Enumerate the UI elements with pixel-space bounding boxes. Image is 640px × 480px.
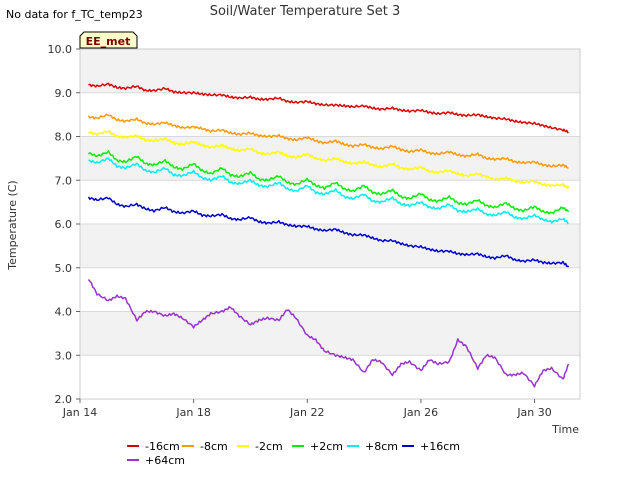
legend-item-label: -16cm bbox=[145, 440, 180, 453]
y-tick-label: 2.0 bbox=[55, 393, 73, 406]
legend: -16cm -8cm -2cm +2cm +8cm +16cm +64cm bbox=[127, 440, 460, 467]
site-tag: EE_met bbox=[79, 31, 138, 49]
series-line-2cm bbox=[88, 130, 570, 189]
plot-band bbox=[80, 224, 580, 268]
x-tick-label: Jan 30 bbox=[516, 406, 551, 419]
x-axis-ticks: Jan 14 Jan 18 Jan 22 Jan 26 Jan 30 bbox=[62, 399, 552, 419]
series-line-16cm bbox=[87, 196, 570, 268]
series-line-64cm bbox=[87, 279, 570, 388]
y-tick-label: 8.0 bbox=[55, 131, 73, 144]
site-tag-box bbox=[79, 31, 138, 49]
series-line-8cm bbox=[87, 113, 569, 169]
y-tick-label: 7.0 bbox=[55, 174, 73, 187]
y-axis-ticks: 2.0 3.0 4.0 5.0 6.0 7.0 8.0 9.0 10.0 bbox=[48, 43, 80, 406]
legend-item-label: -2cm bbox=[255, 440, 283, 453]
plot-background bbox=[80, 49, 580, 356]
series-line-16cm bbox=[88, 82, 569, 134]
y-tick-label: 6.0 bbox=[55, 218, 73, 231]
legend-item-label: +8cm bbox=[365, 440, 398, 453]
no-data-message: No data for f_TC_temp23 bbox=[6, 8, 143, 21]
y-axis-label: Temperature (C) bbox=[6, 180, 19, 270]
legend-item-label: -8cm bbox=[200, 440, 228, 453]
legend-item-label: +2cm bbox=[310, 440, 343, 453]
plot-band bbox=[80, 49, 580, 93]
series-line-2cm bbox=[87, 150, 570, 215]
x-axis-label: Time bbox=[551, 423, 579, 436]
series-line-8cm bbox=[88, 157, 569, 225]
y-tick-label: 5.0 bbox=[55, 262, 73, 275]
site-tag-label: EE_met bbox=[86, 35, 131, 48]
y-tick-label: 4.0 bbox=[55, 306, 73, 319]
plot-band bbox=[80, 311, 580, 356]
y-tick-label: 9.0 bbox=[55, 87, 73, 100]
x-tick-label: Jan 18 bbox=[175, 406, 210, 419]
x-tick-label: Jan 22 bbox=[289, 406, 324, 419]
chart-title: Soil/Water Temperature Set 3 bbox=[210, 4, 401, 19]
x-tick-label: Jan 14 bbox=[62, 406, 97, 419]
x-tick-label: Jan 26 bbox=[403, 406, 438, 419]
legend-item-label: +16cm bbox=[420, 440, 460, 453]
series-lines bbox=[87, 82, 570, 388]
y-tick-label: 3.0 bbox=[55, 349, 73, 362]
y-tick-label: 10.0 bbox=[48, 43, 73, 56]
legend-item-label: +64cm bbox=[145, 454, 185, 467]
